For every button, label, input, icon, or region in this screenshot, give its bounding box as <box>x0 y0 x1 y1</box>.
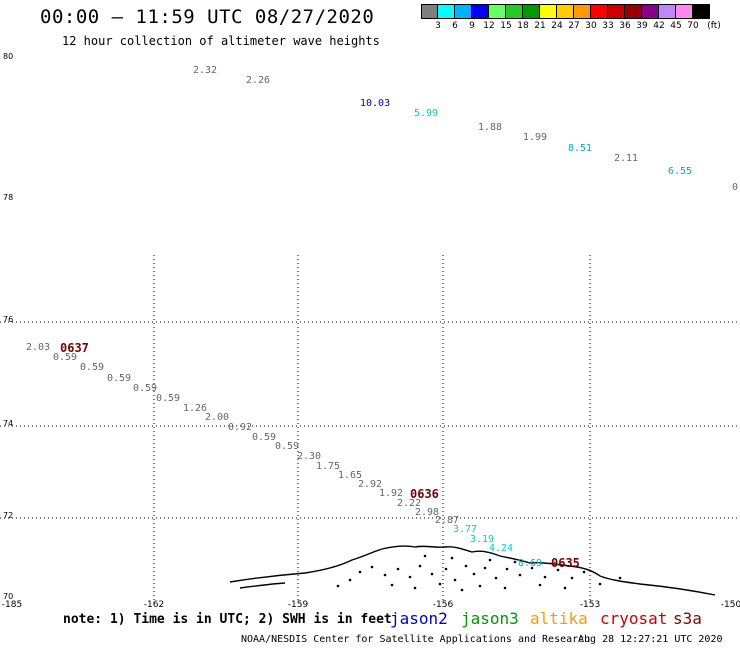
wave-height-value: 0.59 <box>53 352 78 363</box>
wave-height-value: 3.19 <box>470 534 495 545</box>
wave-height-value: 8.69 <box>518 558 543 569</box>
wave-height-value: 2.03 <box>26 342 51 353</box>
map-subtitle: 12 hour collection of altimeter wave hei… <box>62 34 380 48</box>
scale-swatch <box>421 4 438 19</box>
lon-label-185: -185 <box>1 600 23 610</box>
wave-height-value: 2.00 <box>205 412 230 423</box>
wave-height-value: 2.26 <box>246 75 271 86</box>
scale-label: 9 <box>469 21 475 31</box>
wave-height-value: 10.03 <box>360 98 391 109</box>
lon-label-162: -162 <box>143 600 165 610</box>
scale-swatch <box>676 4 693 19</box>
scale-label: 18 <box>517 21 529 31</box>
scale-swatch <box>540 4 557 19</box>
wave-height-value: 2.11 <box>614 153 639 164</box>
lon-label-159: -159 <box>287 600 309 610</box>
wave-height-value: 0.59 <box>252 432 277 443</box>
lat-label-70: 70 <box>3 592 14 601</box>
wave-height-value: 2.22 <box>397 498 422 509</box>
legend-altika: altika <box>530 609 588 628</box>
lon-label-156: -156 <box>432 600 454 610</box>
wave-height-value: 0.59 <box>156 393 181 404</box>
scale-swatch <box>506 4 523 19</box>
legend-cryosat: cryosat <box>600 609 668 628</box>
wave-height-value: 1.65 <box>338 470 363 481</box>
wave-height-value: 2.87 <box>435 515 460 526</box>
legend-jason2: jason2 <box>390 609 448 628</box>
wave-height-value: 2.92 <box>358 479 383 490</box>
wave-height-value: 2.98 <box>415 507 440 518</box>
legend-s3a: s3a <box>673 609 702 628</box>
wave-height-value: 1.75 <box>316 461 341 472</box>
scale-label: 36 <box>619 21 631 31</box>
graticule <box>0 255 740 600</box>
wave-height-value: 0.59 <box>275 441 300 452</box>
scale-swatch <box>557 4 574 19</box>
pass-time-0636: 0636 <box>410 487 439 501</box>
map-title: 00:00 – 11:59 UTC 08/27/2020 <box>40 6 375 28</box>
scale-label: 24 <box>551 21 563 31</box>
wave-height-value: 6.55 <box>668 166 693 177</box>
scale-label: 42 <box>653 21 665 31</box>
scale-swatch <box>455 4 472 19</box>
wave-height-value: 0.59 <box>133 383 158 394</box>
wave-height-value: 1.92 <box>379 488 404 499</box>
color-scale-labels: 3 6 9 12 15 18 21 24 27 30 33 36 39 42 45 70 (ft) <box>421 21 740 33</box>
islands <box>336 554 622 592</box>
scale-swatch <box>693 4 710 19</box>
wave-height-value: 0.92 <box>228 422 253 433</box>
wave-height-value: 3.77 <box>453 524 478 535</box>
wave-height-value: 1.88 <box>478 122 503 133</box>
color-scale <box>421 4 710 19</box>
scale-label: 70 <box>687 21 699 31</box>
wave-height-value: 1.26 <box>183 403 208 414</box>
wave-height-value: 8.51 <box>568 143 593 154</box>
scale-swatch <box>574 4 591 19</box>
scale-swatch <box>642 4 659 19</box>
wave-height-value: 0. <box>732 182 740 193</box>
scale-swatch <box>608 4 625 19</box>
wave-height-value: 0.59 <box>80 362 105 373</box>
lat-label-72: 72 <box>3 511 14 520</box>
wave-height-value: 2.32 <box>193 65 218 76</box>
scale-label: 45 <box>670 21 682 31</box>
coastline <box>229 545 716 596</box>
scale-swatch <box>659 4 676 19</box>
wave-height-value: 4.24 <box>489 543 514 554</box>
scale-label: 21 <box>534 21 546 31</box>
scale-swatch <box>438 4 455 19</box>
scale-label: 39 <box>636 21 648 31</box>
wave-height-value: 5.99 <box>414 108 439 119</box>
scale-label: 30 <box>585 21 597 31</box>
scale-swatch <box>472 4 489 19</box>
pass-time-0635: 0635 <box>551 556 580 570</box>
legend-jason3: jason3 <box>461 609 519 628</box>
wave-height-value: 1.99 <box>523 132 548 143</box>
scale-label: 6 <box>452 21 458 31</box>
scale-label: 12 <box>483 21 495 31</box>
pass-time-0637: 0637 <box>60 341 89 355</box>
scale-unit: (ft) <box>707 21 721 31</box>
scale-swatch <box>625 4 642 19</box>
footer-credit: NOAA/NESDIS Center for Satellite Applica… <box>241 634 591 645</box>
scale-swatch <box>489 4 506 19</box>
lat-label-74: 74 <box>3 419 14 428</box>
scale-label: 33 <box>602 21 614 31</box>
scale-label: 15 <box>500 21 512 31</box>
lat-label-80: 80 <box>3 52 14 61</box>
lon-label-150: -150 <box>720 600 740 610</box>
scale-label: 3 <box>435 21 441 31</box>
lon-label-153: -153 <box>579 600 601 610</box>
wave-height-value: 2.30 <box>297 451 322 462</box>
units-note: note: 1) Time is in UTC; 2) SWH is in fe… <box>63 612 392 627</box>
lat-label-78: 78 <box>3 193 14 202</box>
scale-swatch <box>591 4 608 19</box>
lat-label-76: 76 <box>3 315 14 324</box>
scale-swatch <box>523 4 540 19</box>
footer-timestamp: Aug 28 12:27:21 UTC 2020 <box>578 634 723 645</box>
scale-label: 27 <box>568 21 580 31</box>
wave-height-value: 0.59 <box>107 373 132 384</box>
